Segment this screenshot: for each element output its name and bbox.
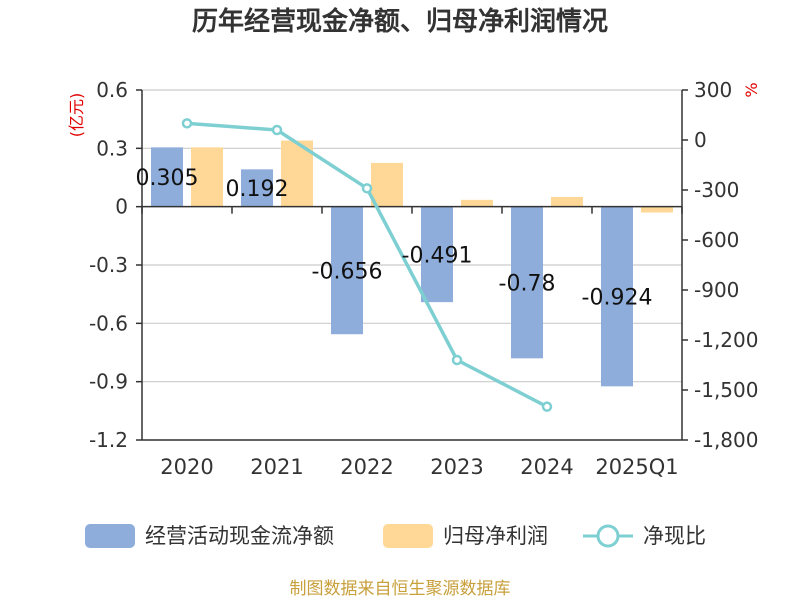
left-tick-label: -0.6	[89, 311, 128, 335]
x-tick-label: 2021	[250, 455, 303, 479]
legend-swatch-profit	[383, 524, 433, 548]
legend-swatch-ratio-marker	[596, 524, 620, 548]
bar-cashflow	[331, 206, 363, 335]
bar-profit	[641, 206, 673, 213]
right-tick-label: -1,500	[694, 378, 758, 402]
x-tick-label: 2023	[430, 455, 483, 479]
x-tick-label: 2022	[340, 455, 393, 479]
right-tick-label: -1,800	[694, 428, 758, 452]
right-tick-label: -900	[694, 278, 739, 302]
ratio-point	[181, 118, 193, 129]
ratio-point	[361, 183, 373, 194]
data-label-cashflow: 0.192	[226, 177, 289, 202]
left-tick-label: -0.9	[89, 370, 128, 394]
legend-label-profit: 归母净利润	[443, 524, 548, 548]
bar-profit	[371, 162, 403, 207]
bar-cashflow	[601, 206, 633, 387]
data-label-cashflow: -0.491	[402, 243, 473, 268]
x-tick-label: 2020	[160, 455, 213, 479]
bar-profit	[191, 147, 223, 207]
data-label-cashflow: -0.78	[499, 272, 556, 297]
left-tick-label: 0.3	[96, 136, 128, 160]
source-note: 制图数据来自恒生聚源数据库	[290, 579, 511, 599]
ratio-point	[541, 401, 553, 412]
right-tick-label: -1,200	[694, 328, 758, 352]
left-tick-label: -1.2	[89, 428, 128, 452]
bar-cashflow	[421, 206, 453, 303]
data-label-cashflow: -0.656	[312, 259, 383, 284]
bar-cashflow	[151, 147, 183, 207]
x-tick-label: 2025Q1	[595, 455, 678, 479]
data-label-cashflow: -0.924	[582, 286, 653, 311]
left-tick-label: 0.6	[96, 78, 128, 102]
right-tick-label: 300	[694, 78, 732, 102]
right-axis-unit: %	[742, 82, 761, 97]
chart-title: 历年经营现金净额、归母净利润情况	[192, 6, 608, 37]
data-label-cashflow: 0.305	[136, 166, 199, 191]
bars-layer	[151, 140, 673, 387]
right-tick-label: -300	[694, 178, 739, 202]
bar-cashflow	[511, 206, 543, 359]
data-labels-layer: 0.305 0.192 -0.656 -0.491 -0.78 -0.924	[136, 166, 653, 310]
left-tick-label: 0	[115, 195, 128, 219]
line-layer	[181, 118, 553, 412]
x-tick-label: 2024	[520, 455, 573, 479]
ratio-point	[451, 354, 463, 366]
left-tick-label: -0.3	[89, 253, 128, 277]
bar-profit	[551, 196, 583, 207]
axes-layer: 0.6 0.3 0 -0.3 -0.6 -0.9 -1.2 300 0 -300 -600 -900 -…	[89, 78, 759, 479]
ratio-point	[271, 124, 283, 136]
legend-swatch-cashflow	[85, 524, 135, 548]
right-tick-label: -600	[694, 228, 739, 252]
legend-label-ratio: 净现比	[643, 524, 706, 548]
left-axis-unit: (亿元)	[67, 93, 86, 138]
bar-cashflow	[241, 169, 273, 207]
right-tick-label: 0	[694, 128, 707, 152]
bar-profit	[461, 199, 493, 207]
legend: 经营活动现金流净额 归母净利润 净现比	[85, 524, 706, 548]
legend-label-cashflow: 经营活动现金流净额	[145, 524, 334, 548]
